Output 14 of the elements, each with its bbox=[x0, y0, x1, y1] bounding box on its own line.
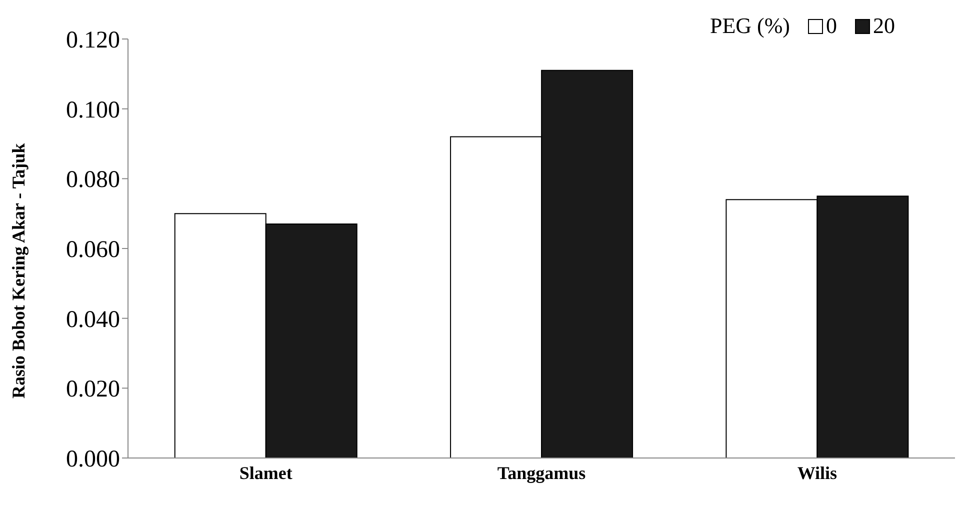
y-tick-label: 0.060 bbox=[66, 237, 120, 264]
x-tick-label: Slamet bbox=[239, 462, 292, 483]
y-tick-label: 0.000 bbox=[66, 446, 120, 473]
x-tick-label: Tanggamus bbox=[497, 462, 586, 483]
y-tick-label: 0.080 bbox=[66, 167, 120, 194]
legend-label: 20 bbox=[873, 13, 895, 39]
x-tick-label: Wilis bbox=[797, 462, 838, 483]
legend-title: PEG (%) bbox=[710, 13, 790, 39]
y-tick-label: 0.100 bbox=[66, 97, 120, 124]
y-axis-title: Rasio Bobot Kering Akar - Tajuk bbox=[8, 143, 28, 398]
legend-label: 0 bbox=[826, 13, 837, 39]
y-tick-label: 0.020 bbox=[66, 376, 120, 403]
y-tick-label: 0.120 bbox=[66, 28, 120, 54]
y-tick-label: 0.040 bbox=[66, 306, 120, 333]
